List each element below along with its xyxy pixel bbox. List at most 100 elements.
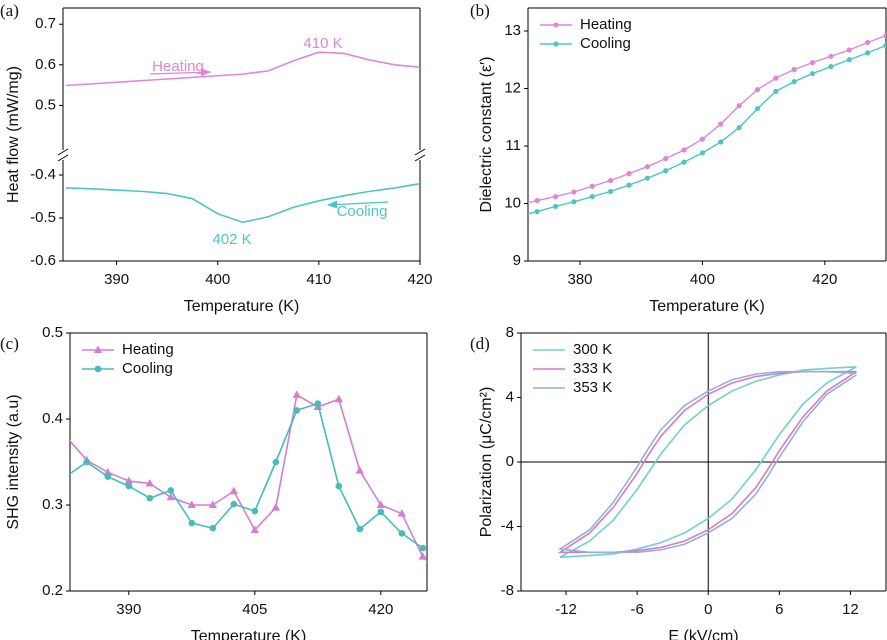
x-tick-label: 405 — [242, 601, 267, 618]
marker — [553, 22, 559, 28]
y-tick-label: 0.3 — [42, 496, 63, 513]
y-tick-label: -0.4 — [30, 166, 56, 183]
y-tick-label: 4 — [506, 388, 514, 405]
marker — [699, 150, 706, 156]
y-tick-label: 0.4 — [42, 410, 63, 427]
marker — [736, 103, 742, 109]
series-line — [66, 182, 420, 224]
y-tick-label: -4 — [501, 517, 514, 534]
series — [70, 400, 427, 552]
marker — [334, 394, 343, 403]
legend-label: Heating — [580, 16, 632, 33]
x-axis-label: Temperature (K) — [649, 298, 765, 315]
marker — [188, 519, 196, 527]
marker — [718, 121, 724, 127]
annotation: 402 K — [212, 231, 251, 248]
marker — [230, 500, 238, 508]
marker — [293, 407, 301, 414]
legend-label: 333 K — [573, 360, 612, 377]
marker — [846, 57, 852, 63]
x-axis-label: Temperature (K) — [191, 628, 307, 640]
x-tick-label: 12 — [842, 601, 859, 618]
marker — [883, 33, 886, 39]
marker — [418, 552, 427, 560]
x-tick-label: 400 — [205, 271, 230, 288]
marker — [187, 500, 196, 508]
marker — [104, 473, 112, 480]
y-axis-label: Dielectric constant (ε′) — [478, 57, 495, 213]
marker — [663, 156, 669, 162]
series — [559, 366, 857, 558]
x-tick-label: 0 — [704, 601, 712, 618]
series — [65, 51, 420, 87]
axis-break — [414, 154, 426, 162]
series-line — [559, 366, 857, 558]
marker — [699, 136, 706, 142]
marker — [644, 164, 650, 170]
x-tick-label: -6 — [630, 601, 643, 618]
y-tick-label: -0.5 — [30, 209, 56, 226]
y-tick-label: -8 — [501, 582, 514, 599]
axis-break — [57, 148, 69, 156]
marker — [166, 492, 175, 501]
y-tick-label: 13 — [504, 22, 521, 39]
x-axis-label: E (kV/cm) — [668, 628, 738, 640]
marker — [608, 188, 614, 195]
marker — [208, 500, 217, 508]
marker — [534, 208, 540, 215]
marker — [571, 189, 577, 195]
break-gap — [57, 151, 69, 159]
panel-label: (a) — [0, 1, 19, 20]
marker — [314, 400, 322, 407]
marker — [754, 87, 761, 93]
series-line — [557, 370, 857, 554]
x-tick-label: 390 — [104, 271, 129, 288]
series-line — [557, 370, 857, 554]
legend-label: Heating — [122, 341, 174, 358]
axis-break — [414, 148, 426, 156]
marker — [663, 168, 669, 174]
y-axis-label: Polarization (μC/cm²) — [478, 387, 495, 538]
marker — [167, 487, 175, 494]
series — [557, 370, 857, 554]
series-line — [70, 393, 427, 563]
annotation: 410 K — [303, 35, 342, 52]
marker — [419, 544, 427, 552]
y-tick-label: 0.6 — [35, 56, 56, 73]
panel: 0.5 0.6 0.7 -0.6 -0.5 -0.4 390 400 410 420 Tempera… — [0, 1, 433, 315]
panel-label: (b) — [470, 1, 490, 20]
marker — [271, 503, 280, 511]
marker — [94, 365, 102, 373]
y-tick-label: 12 — [504, 79, 521, 96]
y-tick-label: 11 — [505, 137, 521, 154]
marker — [377, 508, 385, 516]
series-line — [528, 34, 886, 204]
series — [528, 33, 886, 204]
marker — [397, 509, 406, 517]
x-tick-label: 390 — [116, 601, 141, 618]
x-tick-label: -12 — [555, 601, 577, 618]
panel: 9 10 11 12 13 380 400 420 Temperature (K) Dielect… — [470, 1, 887, 315]
marker — [828, 53, 834, 59]
panel: 0.2 0.3 0.4 0.5 390 405 420 Temperature (K) SHG … — [0, 324, 428, 640]
cooling-arrow — [326, 200, 389, 209]
legend-label: Cooling — [580, 35, 631, 52]
y-tick-label: 0.7 — [35, 15, 56, 32]
marker — [773, 75, 779, 81]
marker — [209, 524, 217, 532]
panel-label: (d) — [470, 334, 490, 353]
marker — [552, 203, 559, 209]
marker — [791, 66, 797, 73]
marker — [553, 41, 559, 47]
marker — [736, 125, 742, 131]
legend-label: 353 K — [573, 379, 612, 396]
marker — [754, 106, 761, 112]
marker — [146, 494, 154, 502]
x-tick-label: 400 — [690, 271, 715, 288]
marker — [93, 345, 103, 353]
series — [557, 370, 857, 554]
marker — [608, 177, 614, 184]
marker — [681, 147, 687, 153]
marker — [335, 482, 343, 490]
series — [528, 42, 886, 215]
